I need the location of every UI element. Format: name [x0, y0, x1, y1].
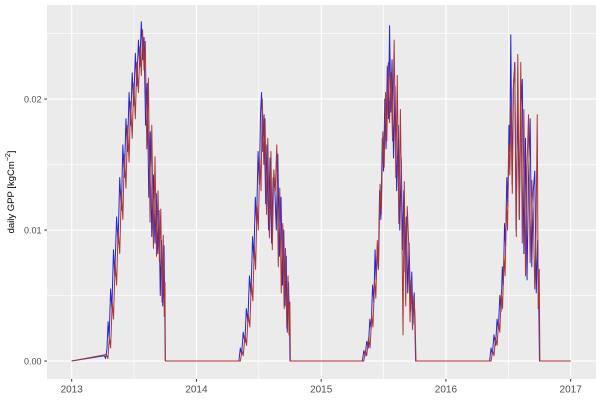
y-tick-label: 0.02: [24, 94, 42, 104]
y-axis-title-text: daily GPP [kgCm: [6, 161, 18, 234]
series-line-observed-gpp-darkred: [71, 29, 571, 362]
y-axis-title-superscript: −2: [4, 153, 12, 162]
y-axis-title-bracket: ]: [6, 150, 18, 154]
x-tick-label: 2014: [185, 385, 208, 396]
y-tick-label: 0.00: [24, 356, 42, 366]
y-tick-label: 0.01: [24, 225, 42, 235]
y-axis-title: daily GPP [kgCm−2]: [5, 151, 17, 234]
x-tick-label: 2017: [560, 385, 583, 396]
x-tick-label: 2016: [435, 385, 458, 396]
x-tick-label: 2015: [310, 385, 333, 396]
x-tick-label: 2013: [61, 385, 84, 396]
